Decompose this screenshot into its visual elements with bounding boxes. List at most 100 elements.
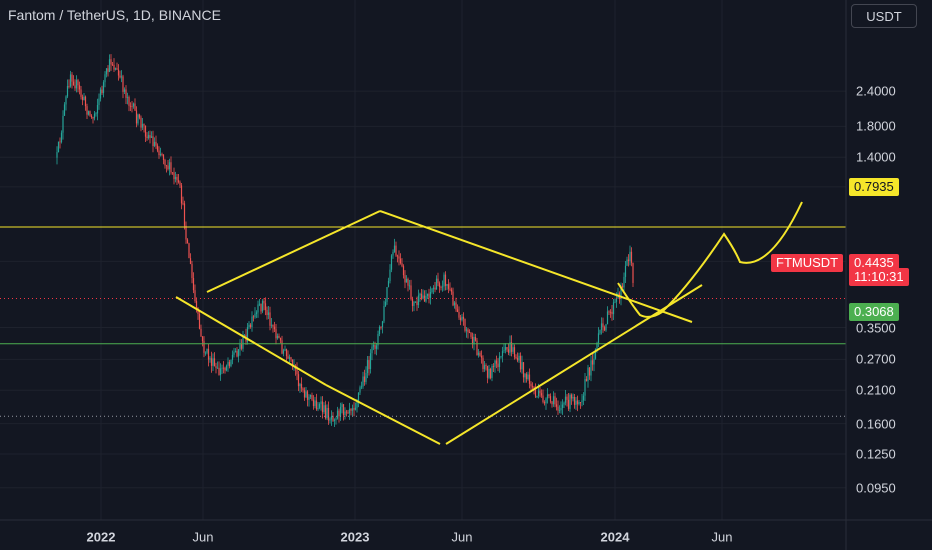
candle-up — [527, 374, 529, 380]
candle-up — [248, 324, 250, 328]
diamond-lower-left-edge — [175, 296, 327, 386]
candle-down — [522, 362, 525, 378]
candle-up — [66, 85, 69, 97]
candle-up — [314, 400, 316, 407]
candle-up — [465, 329, 468, 331]
candle-down — [531, 386, 534, 388]
candle-up — [239, 344, 241, 350]
candle-down — [342, 404, 345, 416]
candle-down — [117, 69, 120, 76]
candle-down — [528, 374, 531, 384]
candle-up — [615, 298, 618, 302]
candle-up — [362, 376, 364, 387]
candle-countdown-tag: 11:10:31 — [849, 268, 909, 286]
candle-down — [585, 379, 588, 382]
candle-down — [480, 355, 483, 358]
candle-up — [443, 274, 445, 287]
candle-up — [500, 356, 502, 358]
candle-up — [69, 74, 72, 87]
candle-down — [485, 365, 487, 366]
candle-down — [143, 124, 145, 126]
candle-up — [419, 293, 421, 296]
candle-up — [381, 321, 384, 328]
symbol-tag: FTMUSDT — [771, 254, 844, 272]
y-tick-label: 0.2100 — [856, 382, 896, 398]
candle-down — [548, 394, 550, 397]
candle-up — [503, 350, 505, 352]
candle-down — [162, 154, 165, 160]
candle-up — [98, 98, 100, 105]
candle-down — [84, 96, 87, 107]
candle-up — [99, 89, 102, 99]
candle-down — [395, 245, 397, 256]
candle-down — [401, 263, 403, 267]
candle-up — [626, 259, 628, 266]
currency-button[interactable]: USDT — [851, 4, 917, 28]
candle-up — [597, 333, 600, 343]
candle-down — [411, 299, 414, 306]
candle-down — [203, 341, 205, 353]
candle-up — [153, 141, 156, 147]
candle-down — [566, 396, 568, 400]
candle-up — [564, 396, 567, 403]
candle-up — [606, 311, 609, 325]
candle-up — [329, 419, 331, 421]
y-tick-label: 0.2700 — [856, 351, 896, 367]
candle-up — [386, 287, 388, 302]
candle-down — [576, 400, 579, 405]
candle-up — [587, 367, 589, 382]
candle-up — [204, 352, 207, 354]
candle-up — [446, 284, 448, 286]
candle-up — [498, 356, 501, 368]
candle-up — [251, 316, 253, 328]
candle-down — [263, 300, 265, 304]
candle-down — [450, 289, 453, 292]
candle-down — [155, 141, 157, 146]
candle-up — [257, 304, 259, 313]
candle-up — [318, 404, 321, 408]
candle-down — [402, 266, 405, 276]
candle-up — [624, 265, 627, 277]
candle-up — [360, 386, 363, 388]
candle-down — [285, 349, 288, 357]
candle-up — [369, 353, 372, 369]
candle-up — [320, 401, 322, 405]
candle-down — [215, 366, 217, 368]
candle-down — [302, 388, 304, 391]
candle-down — [273, 326, 276, 330]
candle-down — [603, 327, 606, 331]
candle-down — [332, 416, 334, 421]
candle-up — [536, 395, 538, 397]
candle-down — [173, 172, 175, 180]
projected-path-curve — [617, 201, 803, 318]
candle-down — [513, 347, 516, 357]
candle-up — [417, 295, 420, 306]
candle-down — [240, 344, 243, 349]
y-tick-label: 2.4000 — [856, 83, 896, 99]
candle-down — [479, 352, 481, 356]
candle-up — [594, 348, 597, 359]
candle-up — [365, 372, 367, 382]
candle-up — [137, 114, 139, 124]
candle-up — [425, 295, 427, 302]
candle-down — [194, 290, 196, 302]
candle-down — [279, 337, 282, 341]
candle-up — [582, 395, 585, 401]
candle-up — [560, 407, 562, 411]
candle-down — [311, 395, 313, 400]
candle-down — [228, 362, 231, 367]
candle-down — [167, 165, 169, 170]
candle-up — [431, 288, 433, 293]
candle-down — [101, 89, 103, 93]
candle-up — [614, 301, 616, 303]
candle-down — [200, 328, 202, 337]
candle-down — [165, 165, 168, 167]
candle-down — [275, 329, 277, 339]
candle-up — [333, 419, 336, 421]
candle-up — [57, 141, 60, 153]
candle-down — [111, 64, 114, 66]
candle-up — [477, 352, 480, 356]
candle-down — [609, 311, 612, 313]
